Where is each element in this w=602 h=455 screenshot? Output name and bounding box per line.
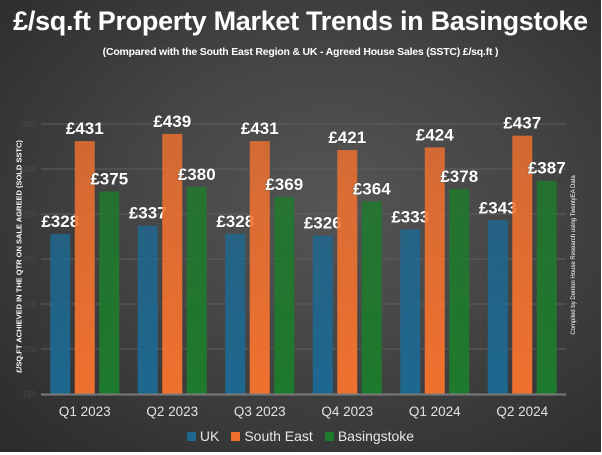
data-label: £328 [216,212,254,231]
bar-uk [312,235,333,394]
y-tick-label: 400 [23,165,37,174]
data-label: £431 [241,119,279,138]
legend-label-south-east: South East [244,428,313,444]
bar-uk [400,229,421,394]
data-label: £337 [129,204,167,223]
data-label: £378 [440,167,478,186]
data-label: £387 [528,159,566,178]
bar-south-east [512,135,533,394]
legend-item-basingstoke: Basingstoke [324,428,415,444]
legend-swatch-basingstoke [324,431,334,441]
bar-uk [137,225,158,394]
data-label: £326 [304,214,342,233]
legend: UK South East Basingstoke [0,428,601,444]
y-tick-label: 450 [23,120,37,129]
data-label: £437 [503,114,541,133]
legend-item-south-east: South East [231,428,313,444]
data-label: £343 [479,198,517,217]
bar-south-east [74,141,95,394]
legend-item-uk: UK [186,428,220,444]
legend-label-basingstoke: Basingstoke [337,428,415,444]
data-label: £431 [66,119,104,138]
data-label: £439 [153,112,191,131]
legend-swatch-south-east [231,431,241,441]
bar-basingstoke [274,196,295,394]
y-tick-label: 150 [23,390,37,399]
legend-swatch-uk [186,431,196,441]
y-tick-label: 350 [23,210,37,219]
x-tick-label: Q1 2023 [59,404,111,419]
bar-south-east [162,133,183,394]
bar-south-east [337,150,358,394]
bar-basingstoke [99,191,120,394]
bar-basingstoke [449,188,470,394]
chart-title: £/sq.ft Property Market Trends in Basing… [13,6,588,36]
data-label: £328 [41,212,79,231]
bar-basingstoke [186,187,207,394]
bar-basingstoke [361,201,382,394]
data-label: £333 [391,207,429,226]
y-tick-label: 200 [23,345,37,354]
data-label: £380 [178,165,216,184]
data-label: £364 [353,179,391,198]
x-tick-label: Q1 2024 [409,404,461,419]
bar-south-east [249,141,270,394]
data-label: £421 [328,128,366,147]
bar-uk [50,233,71,394]
y-tick-label: 300 [23,255,37,264]
bar-uk [225,233,246,394]
x-tick-label: Q2 2023 [146,404,198,419]
bar-south-east [424,147,445,394]
data-label: £424 [416,125,454,144]
x-tick-label: Q2 2024 [496,404,548,419]
data-label: £369 [265,175,303,194]
x-tick-label: Q3 2023 [234,404,286,419]
bar-basingstoke [536,180,557,394]
bar-uk [487,220,508,394]
x-tick-label: Q4 2023 [321,404,373,419]
legend-label-uk: UK [199,428,220,444]
chart-subtitle: (Compared with the South East Region & U… [102,46,499,58]
data-label: £375 [90,170,128,189]
y-tick-label: 250 [23,300,37,309]
